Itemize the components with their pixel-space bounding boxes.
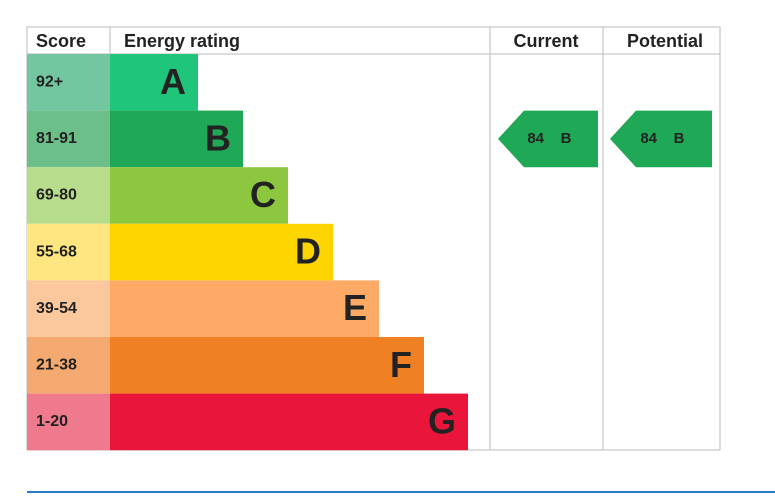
score-cell — [27, 393, 110, 451]
rating-letter: E — [343, 287, 367, 328]
current-arrow — [498, 110, 598, 168]
rating-bar — [110, 393, 468, 451]
score-label: 21-38 — [36, 357, 77, 374]
score-cell — [27, 167, 110, 224]
rating-bar — [110, 167, 288, 224]
header-potential: Potential — [627, 31, 703, 51]
rating-bar — [110, 280, 379, 337]
rating-letter: G — [428, 400, 456, 441]
rating-letter: C — [250, 174, 276, 215]
header-rating: Energy rating — [124, 31, 240, 51]
score-label: 81-91 — [36, 130, 77, 147]
current-letter: B — [561, 130, 572, 147]
rating-bar — [110, 337, 424, 394]
rating-bar — [110, 223, 333, 281]
rating-letter: F — [390, 344, 412, 385]
score-cell — [27, 223, 110, 281]
rating-letter: D — [295, 231, 321, 272]
score-label: 55-68 — [36, 243, 77, 260]
score-label: 92+ — [36, 74, 63, 91]
score-cell — [27, 110, 110, 168]
potential-arrow — [610, 110, 712, 168]
potential-letter: B — [674, 130, 685, 147]
rating-bar — [110, 54, 198, 111]
score-label: 69-80 — [36, 187, 77, 204]
rating-letter: A — [160, 61, 186, 102]
rating-bar — [110, 110, 243, 168]
current-score: 84 — [527, 130, 544, 147]
rating-letter: B — [205, 117, 231, 158]
header-score: Score — [36, 31, 86, 51]
score-cell — [27, 280, 110, 337]
potential-score: 84 — [640, 130, 657, 147]
score-cell — [27, 54, 110, 111]
score-label: 1-20 — [36, 413, 68, 430]
score-label: 39-54 — [36, 300, 77, 317]
header-current: Current — [513, 31, 578, 51]
score-cell — [27, 337, 110, 394]
